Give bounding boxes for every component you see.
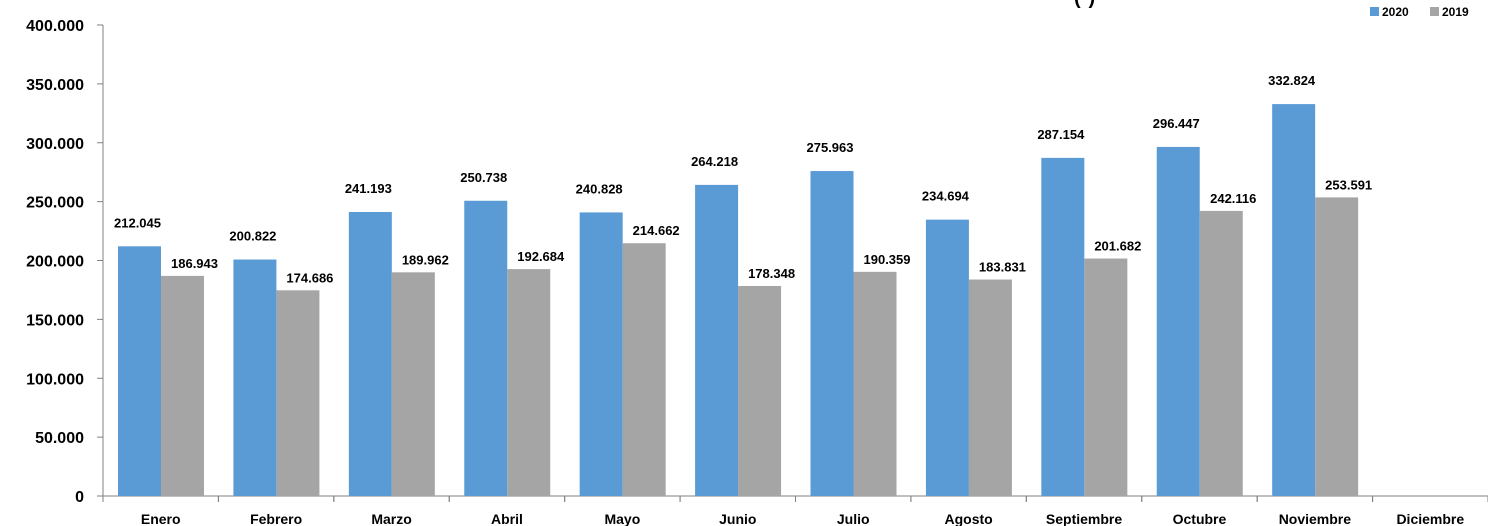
y-tick-label: 350.000 bbox=[26, 77, 84, 94]
data-label-2020: 332.824 bbox=[1268, 73, 1316, 88]
bar-2019 bbox=[276, 290, 320, 496]
y-tick-label: 50.000 bbox=[35, 430, 84, 447]
y-tick-label: 400.000 bbox=[26, 18, 84, 35]
bar-2019 bbox=[1315, 197, 1359, 496]
data-label-2019: 201.682 bbox=[1094, 239, 1141, 254]
bar-2019 bbox=[853, 271, 897, 496]
data-label-2020: 250.738 bbox=[460, 170, 507, 185]
data-label-2019: 253.591 bbox=[1325, 177, 1372, 192]
x-category-label: Agosto bbox=[945, 511, 993, 526]
data-label-2019: 186.943 bbox=[171, 256, 218, 271]
x-category-label: Junio bbox=[719, 511, 756, 526]
data-label-2020: 264.218 bbox=[691, 154, 738, 169]
y-tick-label: 300.000 bbox=[26, 136, 84, 153]
legend-swatch-2019 bbox=[1430, 7, 1439, 16]
bar-2019 bbox=[507, 269, 551, 496]
data-labels: 212.045 186.943 200.822 174.686 241.193 189.9… bbox=[114, 73, 1372, 285]
legend-label-2020: 2020 bbox=[1382, 5, 1409, 19]
bar-2019 bbox=[738, 285, 782, 496]
data-label-2020: 212.045 bbox=[114, 215, 161, 230]
x-category-label: Diciembre bbox=[1396, 511, 1464, 526]
bar-2019 bbox=[1199, 210, 1243, 496]
y-tick-label: 250.000 bbox=[26, 195, 84, 212]
bar-2020 bbox=[1156, 146, 1200, 496]
data-label-2019: 242.116 bbox=[1210, 191, 1256, 206]
legend-label-2019: 2019 bbox=[1442, 5, 1469, 19]
bar-2020 bbox=[695, 184, 739, 496]
x-category-label: Marzo bbox=[371, 511, 411, 526]
bar-2019 bbox=[968, 279, 1012, 496]
data-label-2020: 234.694 bbox=[922, 189, 970, 204]
bar-2020 bbox=[1041, 157, 1085, 496]
data-label-2019: 190.359 bbox=[864, 252, 911, 267]
data-label-2019: 183.831 bbox=[979, 260, 1026, 275]
x-category-label: Mayo bbox=[604, 511, 640, 526]
data-label-2019: 178.348 bbox=[748, 266, 795, 281]
data-label-2019: 214.662 bbox=[633, 223, 680, 238]
y-tick-label: 100.000 bbox=[26, 371, 84, 388]
x-category-label: Abril bbox=[491, 511, 523, 526]
data-label-2020: 275.963 bbox=[807, 140, 854, 155]
x-category-label: Octubre bbox=[1173, 511, 1227, 526]
x-category-label: Septiembre bbox=[1046, 511, 1122, 526]
bar-2019 bbox=[622, 243, 666, 496]
y-axis: 0 50.000 100.000 150.000 200.000 250.000 300.0… bbox=[26, 18, 104, 506]
legend: 2020 2019 bbox=[1370, 5, 1469, 19]
legend-swatch-2020 bbox=[1370, 7, 1379, 16]
x-axis: Enero Febrero Marzo Abril Mayo Junio Julio Agos… bbox=[102, 495, 1488, 526]
x-category-label: Julio bbox=[837, 511, 870, 526]
bar-2020 bbox=[233, 259, 277, 496]
bar-2020 bbox=[579, 212, 623, 496]
bar-2019 bbox=[391, 272, 435, 496]
data-label-2019: 174.686 bbox=[286, 270, 333, 285]
x-category-label: Enero bbox=[141, 511, 181, 526]
bar-2020 bbox=[348, 211, 392, 496]
y-tick-label: 200.000 bbox=[26, 254, 84, 271]
data-label-2019: 192.684 bbox=[517, 249, 565, 264]
chart-title-fragment: (*) bbox=[1074, 0, 1095, 9]
bar-2019 bbox=[1084, 258, 1128, 496]
data-label-2020: 296.447 bbox=[1153, 116, 1200, 131]
bar-2019 bbox=[161, 275, 204, 496]
x-category-label: Noviembre bbox=[1279, 511, 1352, 526]
bar-2020 bbox=[810, 171, 854, 496]
bar-2020 bbox=[925, 219, 969, 496]
data-label-2020: 241.193 bbox=[345, 181, 392, 196]
y-tick-label: 0 bbox=[75, 489, 84, 506]
bar-2020 bbox=[464, 200, 508, 496]
data-label-2020: 240.828 bbox=[576, 181, 623, 196]
bar-2020 bbox=[118, 246, 161, 496]
data-label-2020: 200.822 bbox=[229, 229, 276, 244]
bars bbox=[118, 104, 1359, 497]
data-label-2020: 287.154 bbox=[1037, 127, 1085, 142]
x-category-label: Febrero bbox=[250, 511, 302, 526]
data-label-2019: 189.962 bbox=[402, 252, 449, 267]
y-tick-label: 150.000 bbox=[26, 312, 84, 329]
bar-2020 bbox=[1272, 104, 1316, 497]
